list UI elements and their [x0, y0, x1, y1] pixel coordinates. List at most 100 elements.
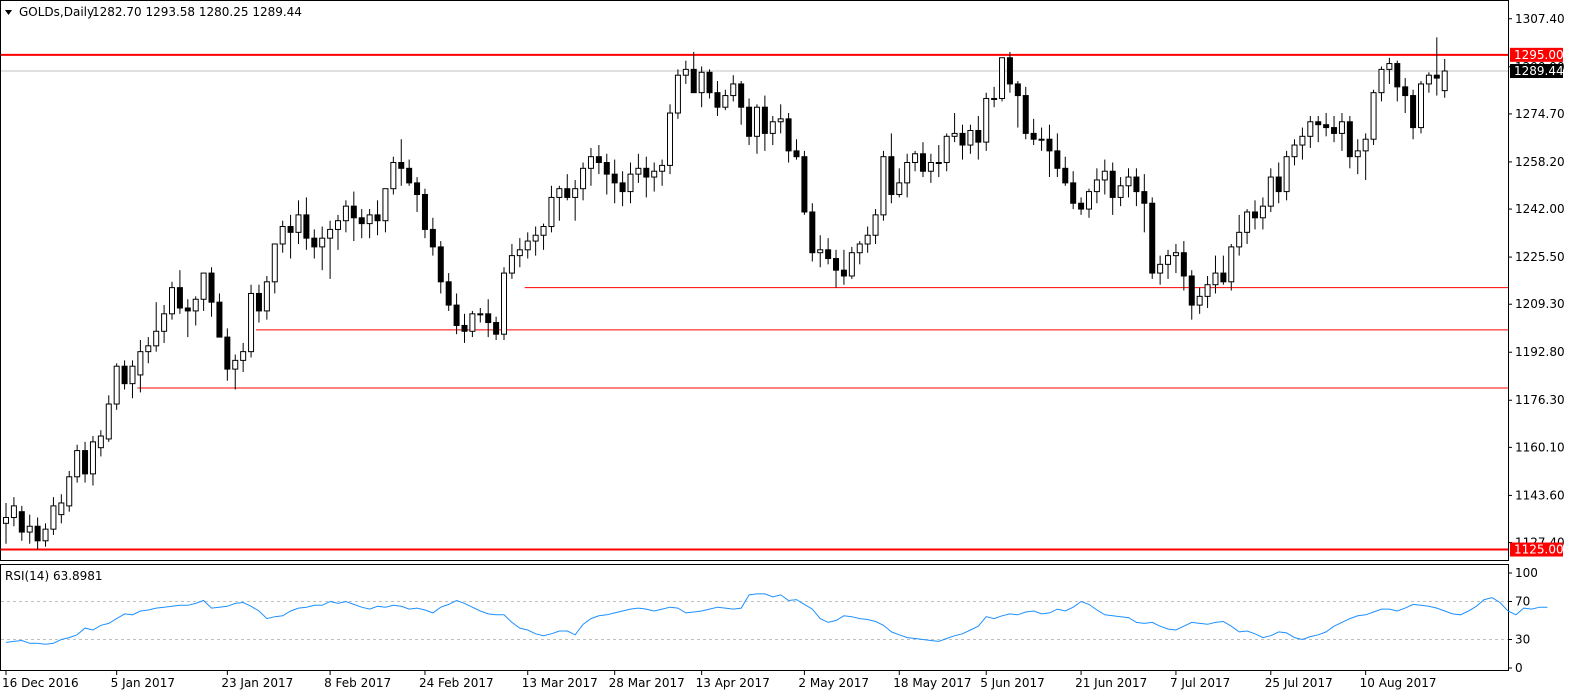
candle-body [501, 272, 508, 335]
candle-body [508, 255, 515, 274]
candle-body [453, 304, 460, 326]
time-tick-label: 13 Mar 2017 [522, 676, 598, 690]
rsi-tick-label: 30 [1515, 633, 1530, 647]
candle-body [445, 281, 452, 306]
candle-body [825, 249, 832, 260]
candle-body [382, 188, 389, 222]
candle-body [674, 74, 681, 114]
candle-body [706, 71, 713, 94]
candle-body [461, 324, 468, 332]
candle-body [1417, 83, 1424, 129]
candle-body [1125, 176, 1132, 187]
rsi-line [5, 593, 1548, 645]
candle-body [1338, 121, 1345, 134]
candle-body [730, 83, 737, 97]
time-tick-label: 24 Feb 2017 [419, 676, 494, 690]
candle-body [587, 156, 594, 169]
candle-body [659, 164, 666, 172]
price-tick-label: 1307.40 [1515, 12, 1565, 26]
candle-body [595, 156, 602, 164]
candle-body [1315, 121, 1322, 126]
candle-body [295, 214, 302, 233]
candle-body [493, 322, 500, 335]
candle-body [943, 135, 950, 164]
candle-body [192, 298, 199, 312]
candle-body [1006, 57, 1013, 85]
candle-body [564, 188, 571, 198]
candle-body [1307, 121, 1314, 137]
candle-body [896, 182, 903, 196]
candle-body [682, 68, 689, 76]
candle-body [580, 167, 587, 190]
candle-body [366, 214, 373, 225]
chart-ohlc-readout: 1282.70 1293.58 1280.25 1289.44 [92, 5, 302, 19]
rsi-pane: RSI(14) 63.8981 100 70 30 0 [0, 564, 1548, 675]
candle-body [1244, 211, 1251, 233]
candle-body [619, 182, 626, 193]
candle-body [469, 313, 476, 332]
candle-body [603, 162, 610, 175]
price-tick-label: 1143.60 [1515, 488, 1565, 502]
candle-body [255, 292, 262, 312]
candle-body [801, 156, 808, 213]
candle-body [714, 92, 721, 108]
price-tick-label: 1176.30 [1515, 393, 1565, 407]
candles [3, 37, 1448, 550]
candle-body [1275, 176, 1282, 193]
candle-body [848, 252, 855, 277]
candle-body [777, 118, 784, 123]
price-label-text: 1289.44 [1514, 64, 1564, 78]
candle-body [793, 150, 800, 158]
candle-body [698, 71, 705, 94]
candle-body [42, 528, 49, 542]
candle-body [532, 234, 539, 242]
candle-body [26, 525, 33, 533]
price-tick-label: 1225.50 [1515, 250, 1565, 264]
candle-body [1046, 138, 1053, 152]
candle-body [1402, 86, 1409, 97]
time-tick-label: 7 Jul 2017 [1170, 676, 1230, 690]
price-axis: 1307.401290.901274.701258.201242.001225.… [1508, 12, 1565, 550]
chevron-down-icon[interactable] [5, 10, 12, 15]
candle-body [635, 167, 642, 175]
candle-body [785, 118, 792, 152]
candle-body [224, 336, 231, 370]
candle-body [738, 83, 745, 108]
candle-body [959, 132, 966, 146]
candle-body [240, 351, 247, 361]
candle-body [1014, 83, 1021, 97]
candle-body [200, 272, 207, 300]
candle-body [414, 182, 421, 196]
chart-title: GOLDs,Daily [19, 5, 94, 19]
candle-body [1267, 176, 1274, 207]
candle-body [643, 167, 650, 178]
candle-body [121, 365, 128, 385]
candle-body [1070, 182, 1077, 204]
candle-body [919, 153, 926, 172]
candle-body [161, 313, 168, 332]
candle-body [279, 226, 286, 245]
candle-body [1141, 191, 1148, 204]
candle-body [1291, 144, 1298, 158]
candle-body [516, 249, 523, 257]
candle-body [437, 246, 444, 283]
candle-body [390, 162, 397, 190]
candle-body [74, 450, 81, 478]
time-tick-label: 25 Jul 2017 [1265, 676, 1333, 690]
candle-body [1054, 150, 1061, 169]
price-label-text: 1295.00 [1514, 48, 1564, 62]
price-tick-label: 1274.70 [1515, 107, 1565, 121]
candle-body [769, 121, 776, 134]
candle-body [556, 188, 563, 198]
time-tick-label: 2 May 2017 [798, 676, 869, 690]
candle-body [1386, 63, 1393, 70]
candle-body [1299, 135, 1306, 146]
time-tick-label: 16 Dec 2016 [2, 676, 79, 690]
candle-body [58, 502, 65, 516]
candle-body [809, 211, 816, 254]
candle-body [572, 188, 579, 198]
candle-body [1085, 191, 1092, 210]
candle-body [927, 162, 934, 172]
candle-body [611, 173, 618, 184]
